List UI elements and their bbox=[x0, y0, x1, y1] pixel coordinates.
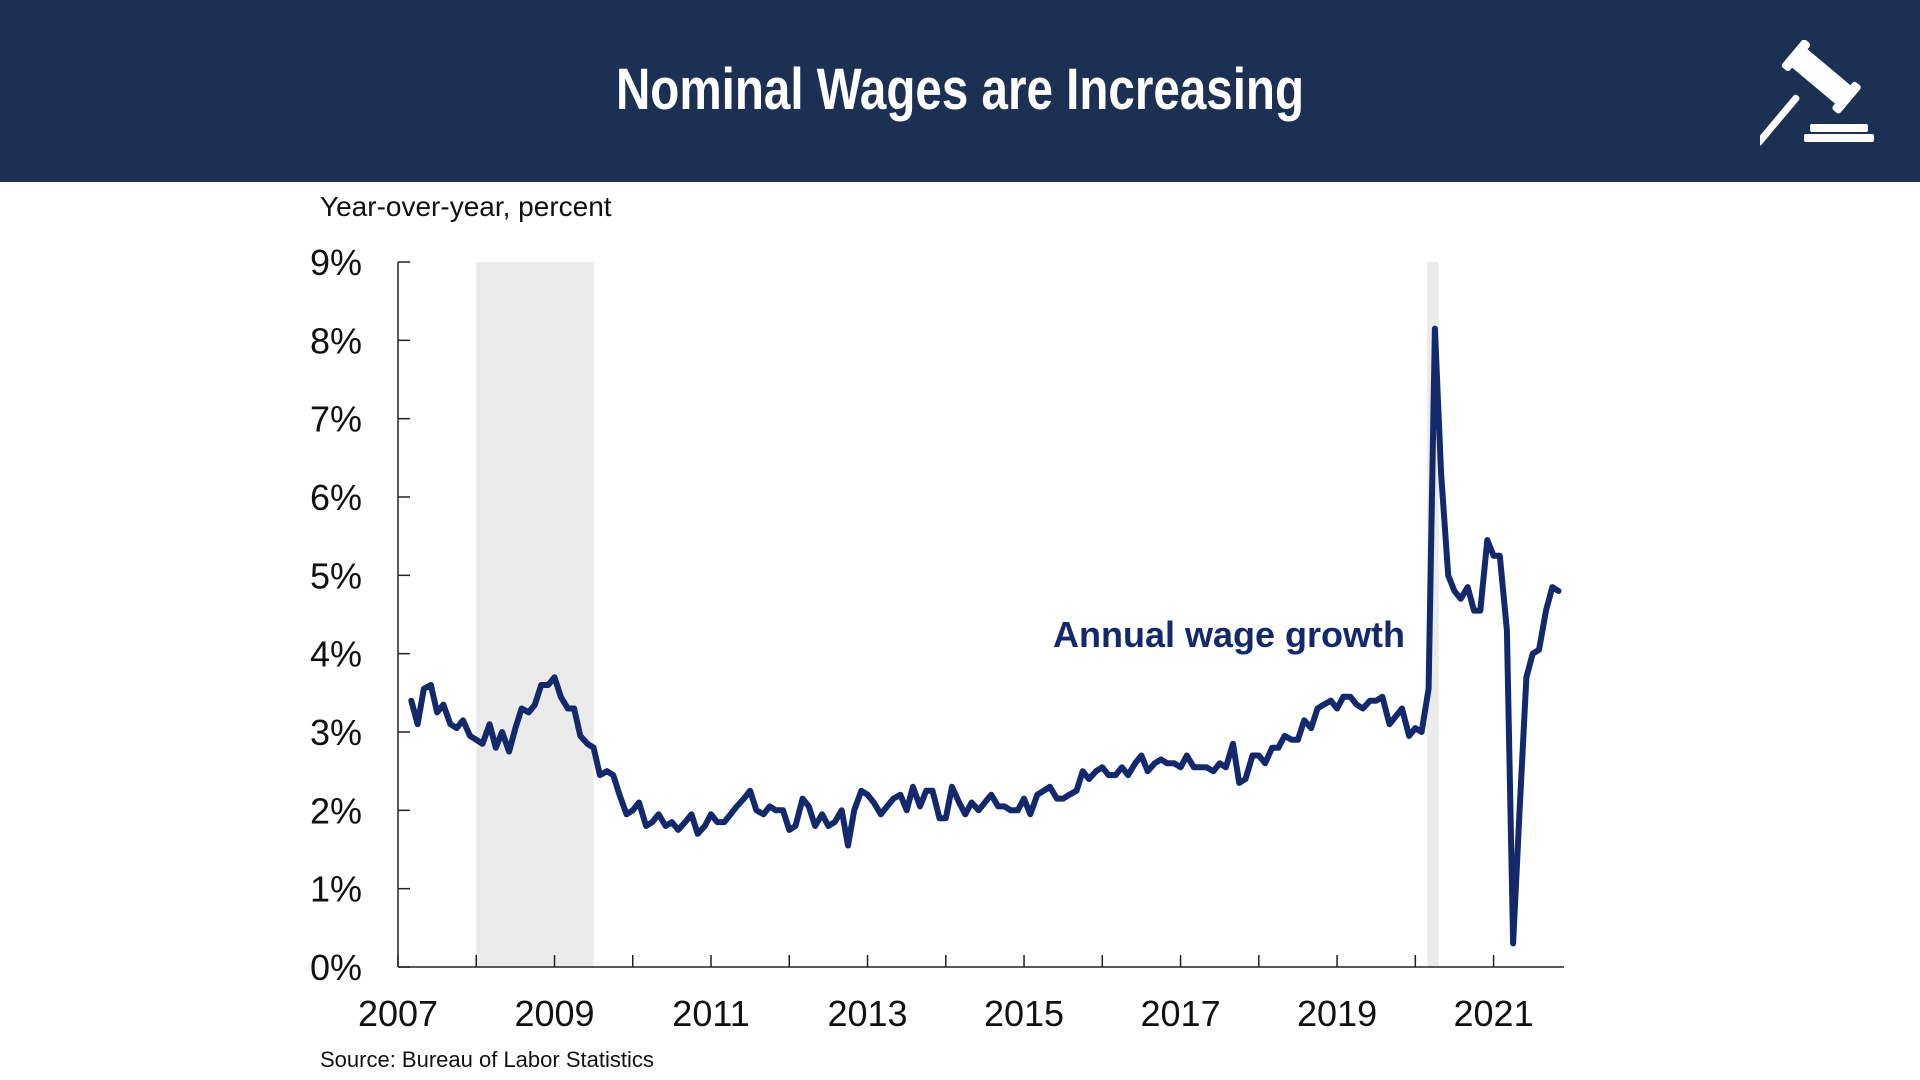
page-title: Nominal Wages are Increasing bbox=[615, 57, 1305, 122]
y-tick-label: 4% bbox=[310, 634, 362, 675]
y-tick-label: 0% bbox=[310, 947, 362, 988]
x-tick-label: 2013 bbox=[827, 993, 907, 1034]
series-annotation: Annual wage growth bbox=[1053, 614, 1405, 655]
x-tick-label: 2017 bbox=[1141, 993, 1221, 1034]
gavel-icon bbox=[1760, 40, 1874, 146]
x-tick-label: 2007 bbox=[358, 993, 438, 1034]
recession-shading bbox=[476, 262, 594, 967]
x-tick-label: 2019 bbox=[1297, 993, 1377, 1034]
source-note: Source: Bureau of Labor Statistics bbox=[320, 1047, 654, 1072]
y-tick-label: 3% bbox=[310, 712, 362, 753]
y-tick-label: 1% bbox=[310, 869, 362, 910]
y-tick-label: 7% bbox=[310, 399, 362, 440]
recession-shading bbox=[1427, 262, 1439, 967]
x-tick-label: 2009 bbox=[514, 993, 594, 1034]
y-tick-label: 8% bbox=[310, 320, 362, 361]
header-banner bbox=[0, 0, 1920, 182]
y-axis-title: Year-over-year, percent bbox=[320, 191, 612, 222]
y-tick-label: 5% bbox=[310, 555, 362, 596]
x-tick-label: 2021 bbox=[1454, 993, 1534, 1034]
y-tick-label: 2% bbox=[310, 790, 362, 831]
x-tick-label: 2015 bbox=[984, 993, 1064, 1034]
x-tick-label: 2011 bbox=[672, 993, 749, 1034]
series-line bbox=[408, 325, 1562, 947]
y-tick-label: 9% bbox=[310, 242, 362, 283]
y-tick-label: 6% bbox=[310, 477, 362, 518]
